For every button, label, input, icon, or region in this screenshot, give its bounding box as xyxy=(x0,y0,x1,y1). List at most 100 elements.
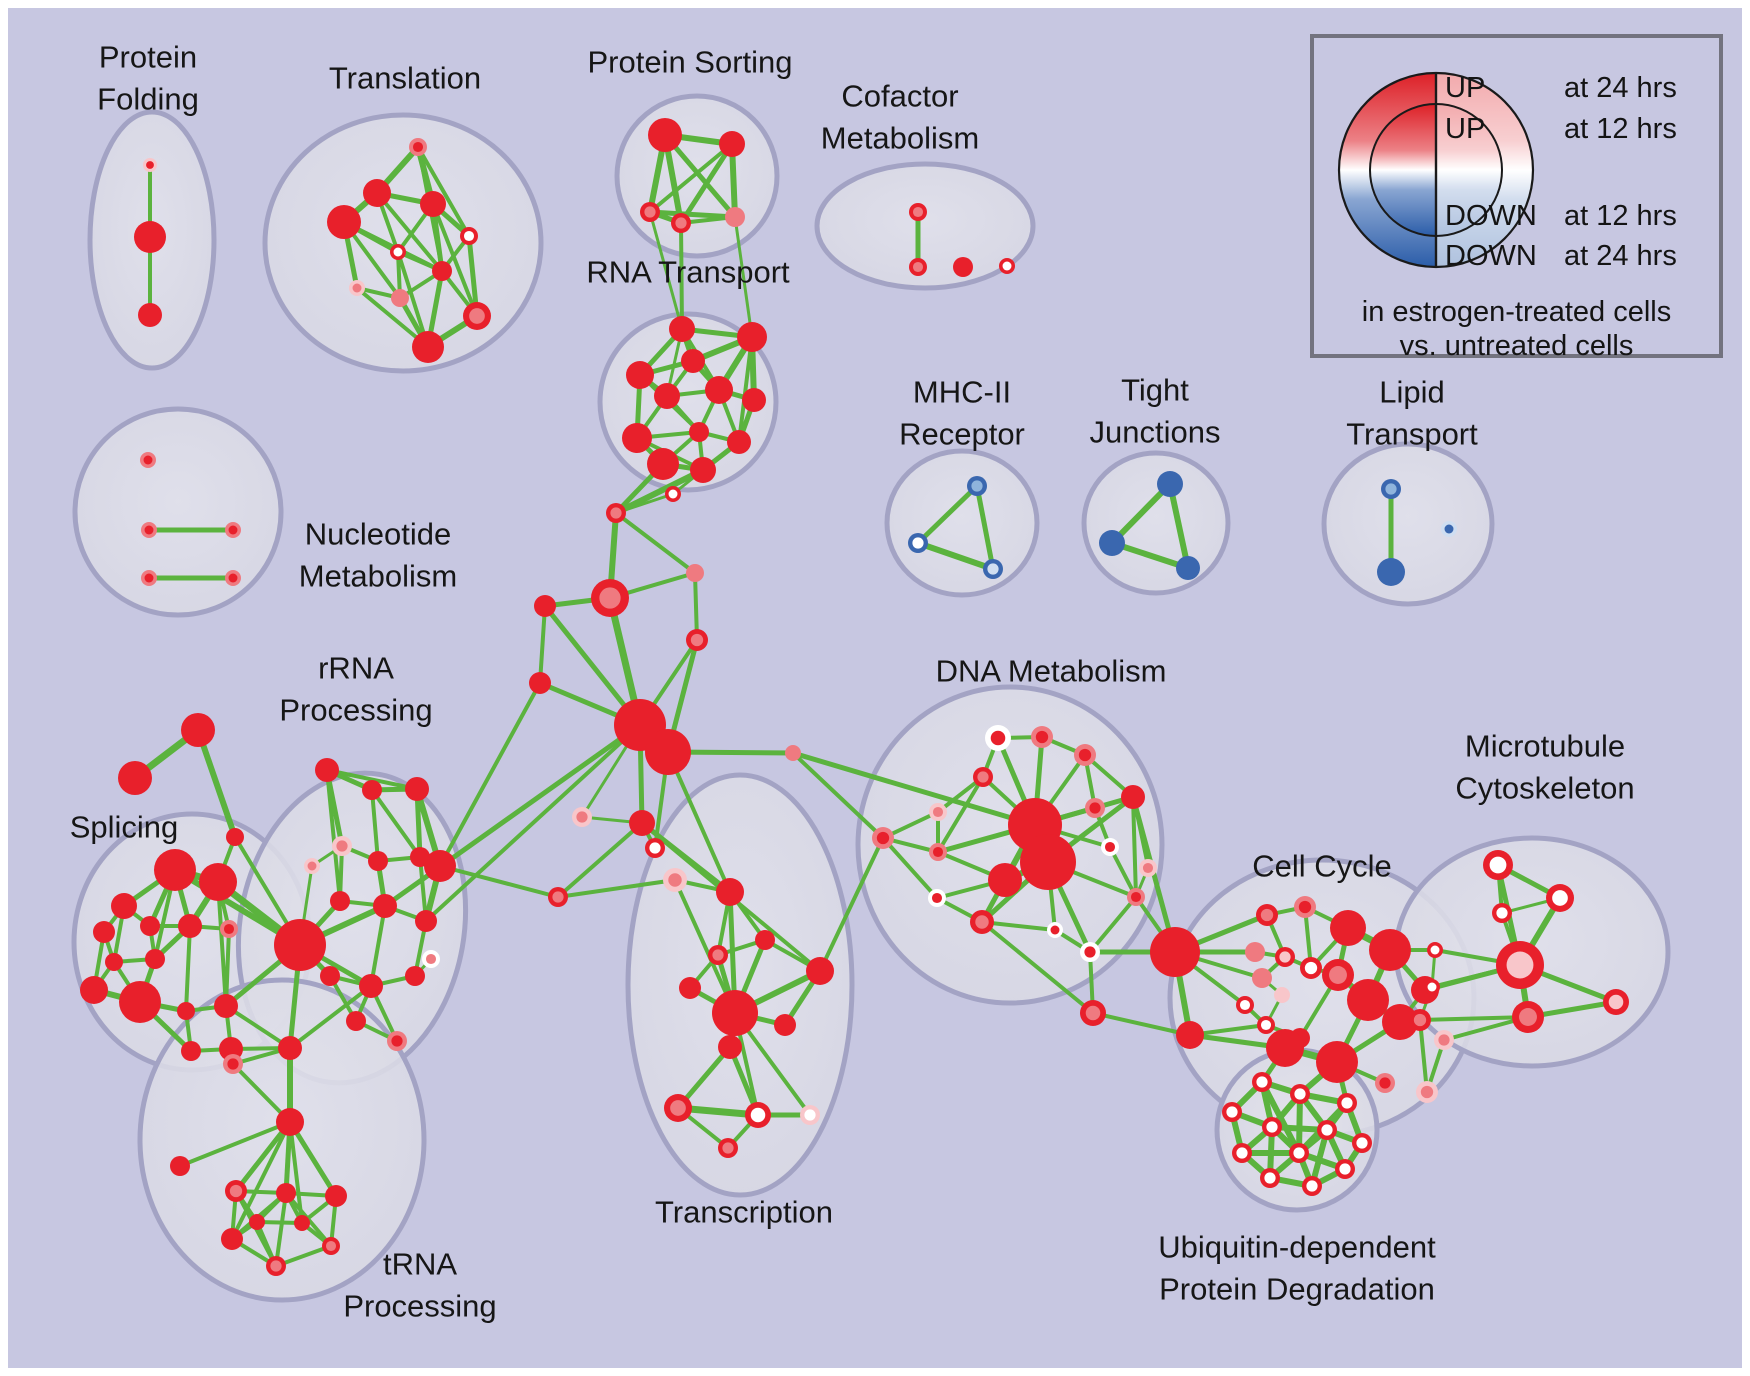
node-cc20-core xyxy=(1379,1077,1391,1089)
legend-up-12-time: at 12 hrs xyxy=(1564,113,1677,145)
edge xyxy=(1088,895,1138,954)
node-pf2 xyxy=(134,221,166,253)
edge xyxy=(370,788,380,863)
node-sp3 xyxy=(226,828,244,846)
node-tx15-core xyxy=(722,1142,734,1154)
node-cc8-core xyxy=(1279,951,1291,963)
node-tt4 xyxy=(170,1156,190,1176)
node-rt12 xyxy=(690,457,716,483)
node-cc1 xyxy=(1150,927,1200,977)
node-sp14 xyxy=(119,981,161,1023)
node-ps5 xyxy=(725,207,745,227)
cluster-label-mhc-ii-receptor: MHC-II xyxy=(913,375,1011,410)
node-tt5-core xyxy=(229,1184,243,1198)
cluster-label-trna-processing: Processing xyxy=(343,1289,496,1324)
node-dn2-core xyxy=(1035,730,1049,744)
cluster-cofactor-metabolism xyxy=(814,161,1036,291)
node-rr11 xyxy=(415,910,437,932)
node-dn9 xyxy=(988,863,1022,897)
node-nm4-core xyxy=(144,573,154,583)
node-rt5 xyxy=(654,383,680,409)
node-dn12-core xyxy=(932,846,944,858)
node-rt8 xyxy=(622,423,652,453)
node-rt7 xyxy=(742,388,766,412)
node-tx9 xyxy=(774,1014,796,1036)
node-tj3 xyxy=(1176,556,1200,580)
edge xyxy=(733,215,754,339)
node-rt4 xyxy=(681,349,705,373)
node-rt10 xyxy=(727,430,751,454)
node-rr10 xyxy=(373,894,397,918)
node-cf3 xyxy=(953,257,973,277)
node-tx7 xyxy=(679,977,701,999)
node-dn15-core xyxy=(1104,841,1116,853)
node-tr11 xyxy=(412,331,444,363)
node-rr7 xyxy=(424,850,456,882)
node-tr6-core xyxy=(393,247,403,257)
node-rr5 xyxy=(368,851,388,871)
cluster-label-cofactor-metabolism: Cofactor xyxy=(841,79,958,114)
node-sp10-core xyxy=(223,923,235,935)
node-cc11 xyxy=(1274,987,1290,1003)
cluster-label-ubiquitin-degradation: Protein Degradation xyxy=(1159,1272,1435,1307)
node-rr16-core xyxy=(391,1035,403,1047)
legend-down-24-label: DOWN xyxy=(1445,240,1537,272)
node-sp16 xyxy=(214,994,238,1018)
node-cc14-core xyxy=(1329,966,1347,984)
edge xyxy=(980,920,1095,1015)
node-sp8 xyxy=(140,916,160,936)
edge xyxy=(287,1119,339,1199)
cluster-label-nucleotide-metabolism: Metabolism xyxy=(299,559,458,594)
cluster-label-microtubule-cytoskeleton: Cytoskeleton xyxy=(1455,771,1634,806)
edge xyxy=(1109,540,1191,571)
node-ub2-core xyxy=(1294,1088,1306,1100)
node-tt11 xyxy=(294,1215,310,1231)
node-cc9-core xyxy=(1304,961,1318,975)
node-ub12-core xyxy=(1306,1180,1318,1192)
cluster-label-protein-sorting: Protein Sorting xyxy=(587,45,792,80)
edge xyxy=(538,604,547,685)
edge xyxy=(233,1119,293,1194)
cluster-label-tight-junctions: Tight xyxy=(1121,373,1189,408)
node-tr8-core xyxy=(352,283,362,293)
edge xyxy=(915,540,996,572)
node-rr17-core xyxy=(425,953,437,965)
node-ps1 xyxy=(648,118,682,152)
node-sp5 xyxy=(199,863,237,901)
cluster-label-transcription: Transcription xyxy=(655,1195,833,1230)
node-ub3-core xyxy=(1226,1106,1238,1118)
node-tt1 xyxy=(278,1036,302,1060)
legend-caption-line2: vs. untreated cells xyxy=(1399,330,1634,362)
edge xyxy=(325,768,342,903)
node-rt3 xyxy=(626,361,654,389)
edge xyxy=(224,1004,292,1050)
node-c8 xyxy=(529,672,551,694)
node-mh2-core xyxy=(912,537,924,549)
cluster-label-lipid-transport: Lipid xyxy=(1379,375,1445,410)
node-tt7 xyxy=(325,1185,347,1207)
node-mc10-core xyxy=(1438,1034,1450,1046)
cluster-label-ubiquitin-degradation: Ubiquitin-dependent xyxy=(1158,1230,1436,1265)
edge xyxy=(1418,1018,1429,1094)
node-tx12-core xyxy=(670,1100,686,1116)
node-ub7-core xyxy=(1356,1137,1368,1149)
cluster-label-microtubule-cytoskeleton: Microtubule xyxy=(1465,729,1625,764)
edge xyxy=(195,727,238,840)
node-mc11-core xyxy=(1420,1085,1434,1099)
edge xyxy=(614,511,697,575)
node-tr7 xyxy=(432,261,452,281)
node-c7 xyxy=(534,595,556,617)
edge xyxy=(224,927,231,1008)
node-rr2 xyxy=(362,780,382,800)
node-dn4-core xyxy=(977,771,989,783)
cluster-label-tight-junctions: Junctions xyxy=(1090,415,1221,450)
node-cc10 xyxy=(1252,968,1272,988)
node-tx2-core xyxy=(649,842,661,854)
node-cc4-core xyxy=(1298,900,1312,914)
node-cc13-core xyxy=(1260,1019,1272,1031)
node-rr4-core xyxy=(336,840,348,852)
node-tj2 xyxy=(1099,530,1125,556)
edge xyxy=(184,924,192,1013)
edge xyxy=(666,750,732,894)
node-c3 xyxy=(686,564,704,582)
